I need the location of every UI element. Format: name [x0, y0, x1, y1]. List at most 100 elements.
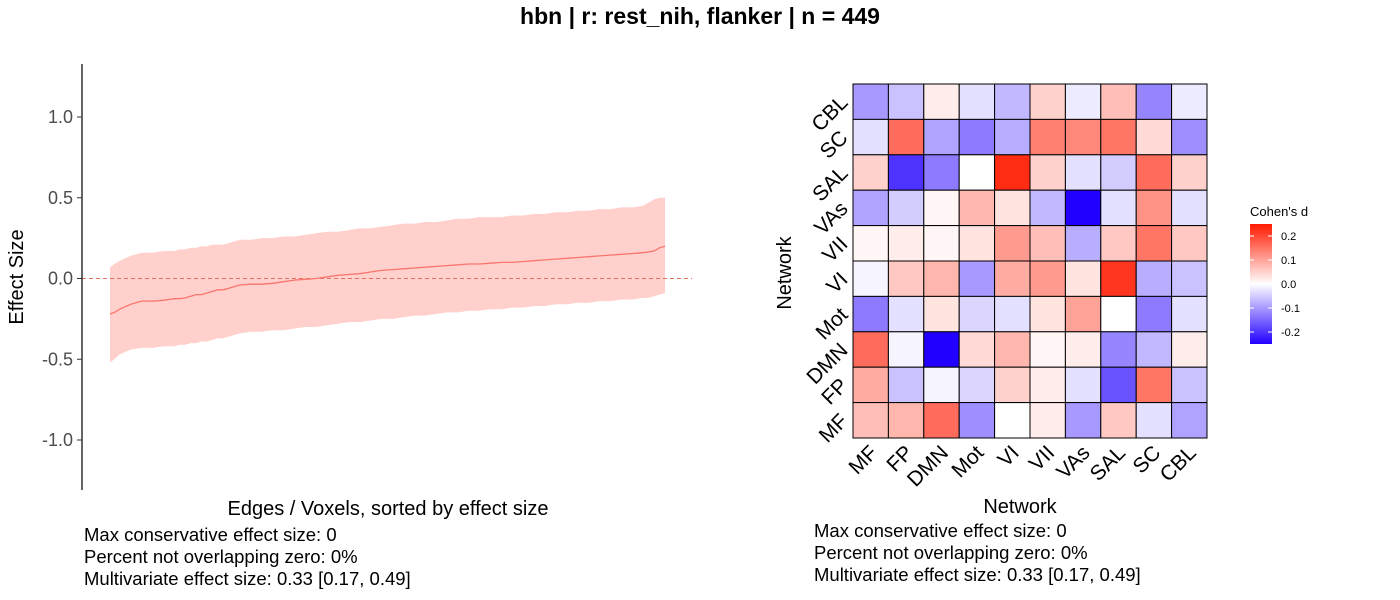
heatmap-cell: [1064, 260, 1102, 297]
heatmap-cell: [994, 295, 1031, 333]
heatmap-cell: [1064, 402, 1102, 439]
heatmap-cell: [1171, 83, 1208, 120]
heatmap-cell: [1100, 154, 1137, 191]
heatmap-cell: [958, 331, 996, 368]
heatmap-cell: [1100, 331, 1137, 368]
heatmap-cell: [923, 366, 960, 404]
heatmap-cell: [958, 83, 996, 120]
legend-ticks: 0.2 0.1 0.0 -0.1 -0.2: [1250, 231, 1300, 339]
heatmap-cell: [1171, 154, 1208, 191]
heatmap-cell: [887, 402, 925, 439]
legend-tick-label: -0.1: [1281, 303, 1300, 315]
heatmap-cell: [852, 118, 889, 156]
heatmap-x-tick-label: MF: [845, 441, 883, 479]
heatmap-cell: [1135, 366, 1173, 404]
heatmap-cell: [1029, 295, 1066, 333]
heatmap-cell: [1135, 225, 1173, 262]
y-tick-label: -0.5: [42, 349, 73, 369]
heatmap-cell: [1029, 331, 1066, 368]
heatmap-y-tick-label: SAL: [808, 162, 852, 206]
heatmap-cell: [1100, 366, 1137, 404]
heatmap-cell: [1100, 295, 1137, 333]
heatmap-cell: [1064, 189, 1102, 227]
heatmap-cell: [958, 225, 996, 262]
caption-line: Percent not overlapping zero: 0%: [814, 542, 1088, 563]
heatmap-cell: [958, 118, 996, 156]
heatmap-x-tick-label: SAL: [1086, 441, 1130, 485]
heatmap-cell: [994, 225, 1031, 262]
heatmap-cell: [1064, 83, 1102, 120]
heatmap-cell: [923, 225, 960, 262]
heatmap-cell: [1100, 83, 1137, 120]
heatmap-x-tick-label: VAs: [1052, 441, 1094, 483]
heatmap-cell: [887, 331, 925, 368]
legend-tick-label: -0.2: [1281, 327, 1300, 339]
heatmap-cell: [923, 189, 960, 227]
heatmap-cell: [1029, 366, 1066, 404]
heatmap-cell: [923, 260, 960, 297]
heatmap-cell: [1064, 331, 1102, 368]
heatmap-cell: [958, 366, 996, 404]
effect-size-line: [109, 245, 666, 315]
caption-line: Multivariate effect size: 0.33 [0.17, 0.…: [84, 568, 411, 589]
y-tick-label: 0.0: [48, 269, 73, 289]
heatmap-cell: [958, 154, 996, 191]
heatmap-x-tick-label: CBL: [1156, 441, 1201, 486]
heatmap-cell: [958, 260, 996, 297]
heatmap-y-axis-label: Network: [774, 235, 796, 309]
heatmap-cell: [1135, 189, 1173, 227]
heatmap-cell: [887, 295, 925, 333]
heatmap-y-tick-label: DMN: [802, 339, 852, 389]
heatmap-cell: [994, 118, 1031, 156]
heatmap-cell: [1029, 225, 1066, 262]
heatmap-cells: [852, 83, 1208, 439]
heatmap-cell: [1064, 154, 1102, 191]
legend-title: Cohen's d: [1250, 204, 1308, 219]
heatmap-cell: [887, 225, 925, 262]
heatmap-cell: [1171, 260, 1208, 297]
heatmap-cell: [1135, 118, 1173, 156]
heatmap-cell: [1135, 331, 1173, 368]
heatmap-cell: [1100, 402, 1137, 439]
heatmap-cell: [1171, 295, 1208, 333]
heatmap-cell: [1135, 154, 1173, 191]
heatmap-cell: [1171, 331, 1208, 368]
heatmap-cell: [887, 83, 925, 120]
heatmap-cell: [852, 331, 889, 368]
heatmap-cell: [1029, 260, 1066, 297]
heatmap-cell: [1171, 118, 1208, 156]
y-tick-label: 1.0: [48, 107, 73, 127]
heatmap-cell: [852, 402, 889, 439]
heatmap-cell: [1100, 225, 1137, 262]
y-axis-label: Effect Size: [6, 229, 28, 324]
heatmap-cell: [1171, 402, 1208, 439]
heatmap-cell: [852, 83, 889, 120]
effect-size-plot: 1.0 0.5 0.0 -0.5 -1.0 Edges / Voxels, sorted…: [6, 64, 692, 520]
heatmap-cell: [923, 118, 960, 156]
heatmap-cell: [994, 402, 1031, 439]
figure-title: hbn | r: rest_nih, flanker | n = 449: [520, 3, 880, 29]
heatmap-cell: [1135, 83, 1173, 120]
confidence-band: [110, 197, 665, 363]
caption-line: Max conservative effect size: 0: [84, 524, 337, 545]
y-tick-label: -1.0: [42, 430, 73, 450]
heatmap-cell: [994, 154, 1031, 191]
heatmap-cell: [1100, 189, 1137, 227]
heatmap-cell: [1064, 225, 1102, 262]
heatmap-cell: [958, 295, 996, 333]
heatmap-cell: [887, 366, 925, 404]
y-tick-label: 0.5: [48, 188, 73, 208]
heatmap-x-axis-label: Network: [983, 496, 1057, 518]
heatmap-cell: [923, 402, 960, 439]
heatmap-cell: [994, 83, 1031, 120]
heatmap-cell: [887, 260, 925, 297]
caption-line: Percent not overlapping zero: 0%: [84, 546, 358, 567]
heatmap-cell: [852, 295, 889, 333]
heatmap-cell: [923, 331, 960, 368]
heatmap-y-tick-label: CBL: [807, 91, 852, 136]
heatmap-cell: [1100, 118, 1137, 156]
heatmap-cell: [852, 366, 889, 404]
heatmap-cell: [887, 118, 925, 156]
